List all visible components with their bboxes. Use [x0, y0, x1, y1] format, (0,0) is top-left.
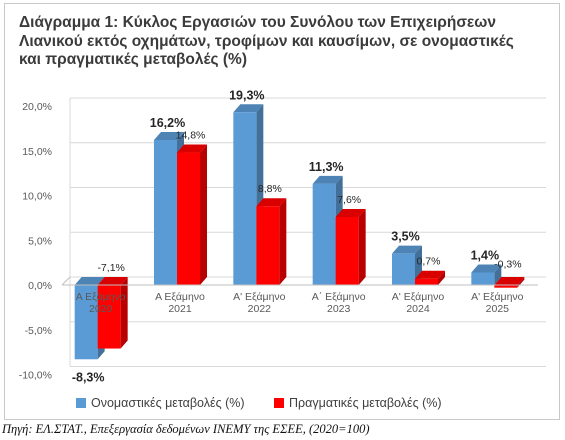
bar-real [335, 208, 366, 285]
data-label-real: -0,3% [494, 259, 521, 271]
bar-real [415, 270, 445, 285]
x-tick-label: Α Εξάμηνο 2020 [76, 291, 126, 315]
bar-front [392, 253, 415, 285]
y-tick-label: 10,0% [22, 191, 52, 203]
y-tick-label: 20,0% [22, 101, 52, 113]
bar-front [74, 285, 98, 360]
bar-side [120, 277, 128, 349]
bar-top [256, 198, 287, 207]
data-label-nominal: 19,3% [229, 88, 264, 102]
bar-front [177, 152, 200, 285]
bar-side [358, 208, 366, 285]
bar-side [279, 198, 287, 285]
data-label-nominal: 11,3% [309, 160, 344, 174]
data-label-real: 8,8% [258, 183, 282, 195]
bar-side [200, 144, 207, 285]
bar-front [256, 206, 280, 285]
data-label-nominal: 16,2% [150, 116, 185, 130]
chart-title: Διάγραμμα 1: Κύκλος Εργασιών του Συνόλου… [19, 14, 514, 68]
data-label-nominal: -8,3% [72, 370, 105, 384]
bar-top [233, 104, 264, 113]
x-tick-label: Α' Εξάμηνο 2024 [392, 291, 445, 315]
source-note: Πηγή: ΕΛ.ΣΤΑΤ., Επεξεργασία δεδομένων ΙΝ… [2, 422, 370, 436]
data-label-real: 14,8% [176, 130, 206, 142]
bar-real [177, 144, 207, 285]
bar-top [177, 144, 207, 153]
legend-label-real: Πραγματικές μεταβολές (%) [289, 396, 442, 410]
bar-side [438, 270, 445, 285]
data-label-nominal: 1,4% [471, 248, 500, 262]
bar-top [335, 208, 366, 217]
bar-real [97, 277, 128, 349]
legend-swatch-nominal [76, 398, 86, 408]
bar-real [256, 198, 287, 285]
x-tick-label: Α' Εξάμηνο 2022 [233, 291, 286, 315]
y-tick-label: 15,0% [22, 146, 52, 158]
bar-top [471, 264, 502, 273]
bar-front [312, 183, 336, 285]
y-tick-label: -10,0% [19, 370, 52, 382]
bar-top [74, 277, 105, 285]
x-tick-label: Α΄ Εξάμηνο 2023 [312, 291, 366, 315]
bar-top [312, 175, 343, 184]
bar-top [154, 132, 184, 141]
bar-top [415, 270, 445, 279]
bar-side [494, 264, 502, 285]
bar-front [471, 272, 495, 285]
x-tick-label: Α' Εξάμηνο 2025 [471, 291, 524, 315]
bar-nominal [471, 264, 502, 285]
data-label-real: -7,1% [97, 262, 124, 274]
y-tick-label: -5,0% [25, 325, 52, 337]
zero-axis-depth [61, 276, 71, 286]
bar-top [494, 277, 525, 285]
bar-top [97, 277, 128, 285]
bar-front [154, 140, 177, 285]
y-tick-label: 5,0% [28, 235, 52, 247]
bar-front [494, 285, 518, 288]
bar-front [415, 278, 438, 285]
bar-front [335, 216, 359, 285]
bar-front [233, 112, 257, 285]
data-label-real: 7,6% [337, 194, 361, 206]
data-label-real: 0,7% [417, 256, 441, 268]
y-tick-label: 0,0% [28, 280, 52, 292]
x-tick-label: Α Εξάμηνο 2021 [155, 291, 205, 315]
legend-swatch-real [274, 398, 284, 408]
bar-front [97, 285, 121, 349]
legend-label-nominal: Ονομαστικές μεταβολές (%) [91, 396, 245, 410]
bar-top [392, 245, 422, 254]
data-label-nominal: 3,5% [391, 230, 420, 244]
